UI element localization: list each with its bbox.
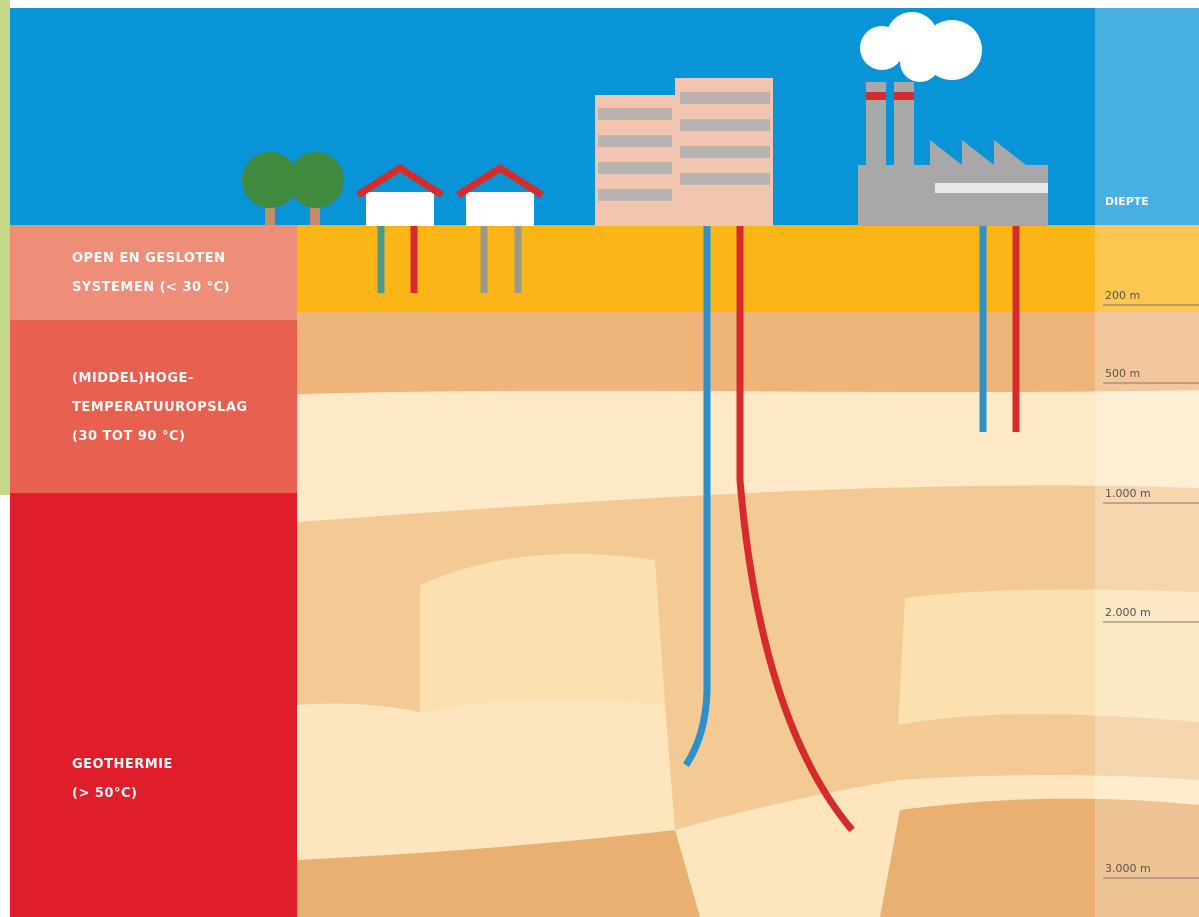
layer-orange xyxy=(297,225,1199,313)
tree-trunk xyxy=(265,195,275,225)
depth-column xyxy=(1095,8,1199,917)
layer-cream xyxy=(297,390,1199,522)
zone-label: (MIDDEL)HOGE- xyxy=(72,371,194,386)
zone-shallow xyxy=(10,225,297,321)
zone-label: (30 TOT 90 °C) xyxy=(72,429,185,444)
building-stripes xyxy=(598,92,770,201)
side-strip xyxy=(0,0,10,495)
depth-label: 200 m xyxy=(1105,289,1140,302)
chimney xyxy=(866,82,886,192)
roof xyxy=(456,163,544,198)
depth-label: 3.000 m xyxy=(1105,862,1151,875)
depth-header: DIEPTE xyxy=(1105,195,1149,208)
depth-label: 500 m xyxy=(1105,367,1140,380)
layer-deep xyxy=(297,830,700,917)
zone-deep xyxy=(10,493,297,917)
chimney xyxy=(894,82,914,192)
factory-window xyxy=(935,183,1048,193)
zone-label: GEOTHERMIE xyxy=(72,757,173,772)
wells xyxy=(377,226,1020,833)
chimney-band xyxy=(866,92,886,100)
roof xyxy=(356,163,444,198)
zone-label: (> 50°C) xyxy=(72,786,137,801)
house xyxy=(366,192,434,226)
depth-label: 1.000 m xyxy=(1105,487,1151,500)
zone-label: OPEN EN GESLOTEN xyxy=(72,251,226,266)
depth-label: 2.000 m xyxy=(1105,606,1151,619)
house xyxy=(466,192,534,226)
tree-trunk xyxy=(310,195,320,225)
tree xyxy=(242,152,298,208)
layer-blob xyxy=(898,589,1199,725)
layer-tan xyxy=(297,312,1199,394)
cloud xyxy=(860,12,982,82)
zone-middle xyxy=(10,320,297,494)
tree xyxy=(288,152,344,208)
zone-label: TEMPERATUUROPSLAG xyxy=(72,400,248,415)
zone-label: SYSTEMEN (< 30 °C) xyxy=(72,280,230,295)
layer-blob xyxy=(420,553,665,712)
chimney-band xyxy=(894,92,914,100)
layer-deep xyxy=(880,798,1199,917)
